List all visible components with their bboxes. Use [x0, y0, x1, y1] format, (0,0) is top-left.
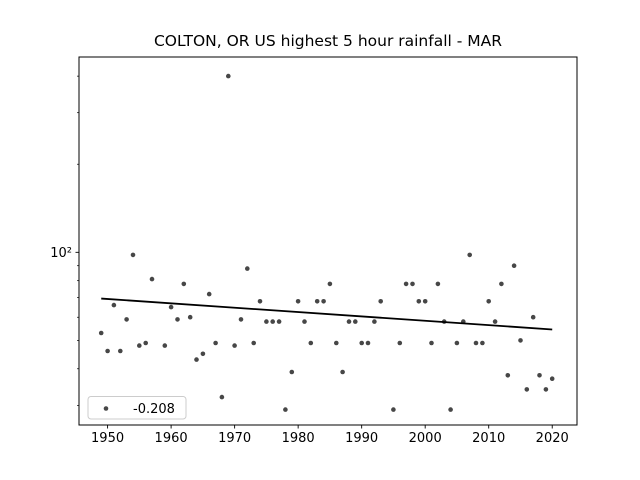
scatter-point [365, 340, 371, 346]
scatter-point [232, 343, 237, 348]
scatter-point [403, 281, 409, 287]
scatter-point [524, 387, 530, 392]
scatter-point [118, 348, 123, 354]
scatter-point [206, 291, 212, 297]
scatter-point [327, 281, 333, 287]
scatter-point [391, 407, 396, 412]
scatter-point [505, 373, 511, 378]
scatter-point [175, 317, 180, 322]
scatter-point [537, 373, 542, 378]
scatter-point [473, 340, 479, 346]
scatter-point [340, 369, 345, 375]
scatter-point [276, 319, 282, 324]
scatter-point [213, 340, 218, 346]
scatter-point [295, 299, 301, 304]
chart-title: COLTON, OR US highest 5 hour rainfall - … [153, 32, 503, 50]
scatter-point [518, 338, 523, 343]
scatter-point [194, 357, 199, 362]
scatter-point [149, 276, 155, 282]
y-tick-label: 10² [50, 246, 72, 261]
scatter-point [98, 330, 104, 336]
scatter-point [334, 340, 339, 346]
scatter-point [137, 343, 142, 348]
scatter-point [245, 266, 250, 271]
scatter-point [289, 369, 295, 375]
scatter-point [283, 407, 288, 412]
scatter-point [168, 304, 174, 310]
scatter-point [511, 263, 517, 269]
plot-border [78, 56, 578, 426]
legend-label: -0.208 [133, 402, 175, 417]
scatter-point [422, 299, 428, 304]
scatter-point [321, 299, 326, 304]
legend-box [87, 396, 187, 420]
scatter-point [543, 387, 549, 392]
scatter-point [410, 281, 415, 287]
scatter-point [378, 299, 384, 304]
trend-line [101, 297, 553, 331]
x-tick-label: 1960 [155, 431, 188, 446]
scatter-point [372, 319, 377, 324]
x-tick-label: 2010 [472, 431, 505, 446]
scatter-point [264, 319, 269, 324]
x-tick-label: 1980 [282, 431, 315, 446]
x-tick-label: 2020 [536, 431, 569, 446]
scatter-point [486, 299, 492, 304]
scatter-point [257, 299, 263, 304]
scatter-point [238, 317, 244, 322]
scatter-point [200, 351, 206, 357]
scatter-point [480, 340, 485, 346]
scatter-point [226, 73, 231, 79]
scatter-point [270, 319, 276, 324]
scatter-point [187, 314, 193, 320]
scatter-point [346, 319, 352, 324]
scatter-point [448, 407, 453, 412]
scatter-point [314, 299, 320, 304]
scatter-point [467, 252, 473, 258]
x-tick-label: 2000 [409, 431, 442, 446]
x-tick-label: 1990 [345, 431, 378, 446]
scatter-point [492, 319, 498, 324]
scatter-point [111, 302, 117, 308]
scatter-point [416, 299, 422, 304]
scatter-point [308, 340, 314, 346]
scatter-point [302, 319, 307, 324]
scatter-point [124, 317, 129, 322]
scatter-point [549, 376, 555, 382]
legend-marker-icon [103, 406, 109, 411]
scatter-point [181, 281, 187, 287]
scatter-point [429, 340, 434, 346]
scatter-point [499, 281, 504, 287]
scatter-point [162, 343, 168, 348]
scatter-point [143, 340, 148, 346]
scatter-point [530, 314, 536, 320]
scatter-point [397, 340, 403, 346]
x-tick-label: 1970 [218, 431, 251, 446]
scatter-point [130, 252, 136, 258]
x-tick-label: 1950 [91, 431, 124, 446]
scatter-point [251, 340, 256, 346]
scatter-point [454, 340, 460, 346]
scatter-point [353, 319, 358, 324]
scatter-point [359, 340, 365, 346]
scatter-point [105, 348, 110, 354]
scatter-point [219, 394, 225, 400]
scatter-point [435, 281, 441, 287]
